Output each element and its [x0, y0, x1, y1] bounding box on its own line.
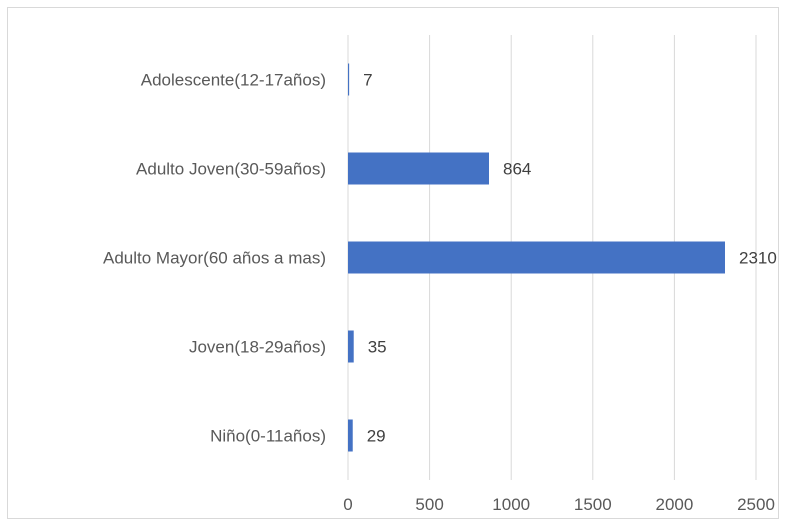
category-label: Adulto Mayor(60 años a mas): [103, 249, 326, 268]
x-tick-label: 1500: [574, 495, 612, 514]
data-label: 7: [363, 71, 372, 90]
bar: [348, 330, 354, 363]
category-label: Joven(18-29años): [189, 338, 326, 357]
x-tick-label: 2500: [737, 495, 775, 514]
bar: [348, 241, 725, 274]
data-label: 864: [503, 160, 531, 179]
bars: [348, 63, 725, 452]
x-tick-label: 1000: [492, 495, 530, 514]
x-tick-label: 2000: [655, 495, 693, 514]
data-label: 2310: [739, 249, 777, 268]
category-label: Adulto Joven(30-59años): [136, 160, 326, 179]
bar: [348, 419, 353, 452]
x-tick-label: 0: [343, 495, 352, 514]
data-label: 29: [367, 427, 386, 446]
bar: [348, 152, 490, 185]
category-labels: Adolescente(12-17años) Adulto Joven(30-59…: [103, 71, 326, 446]
x-tick-label: 500: [415, 495, 443, 514]
x-tick-labels: 0 500 1000 1500 2000 2500: [343, 495, 775, 514]
category-label: Adolescente(12-17años): [141, 71, 326, 90]
data-labels: 7 864 2310 35 29: [363, 71, 777, 446]
data-label: 35: [368, 338, 387, 357]
bar: [348, 63, 350, 96]
category-label: Niño(0-11años): [210, 427, 326, 446]
